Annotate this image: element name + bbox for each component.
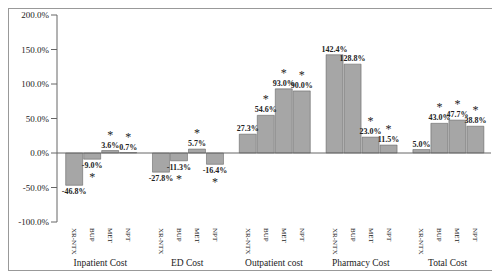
svg-text:Total Cost: Total Cost xyxy=(428,258,468,268)
svg-text:NPT: NPT xyxy=(298,228,306,242)
svg-text:0.0%: 0.0% xyxy=(30,148,49,158)
svg-text:XR-NTX: XR-NTX xyxy=(157,228,165,254)
svg-text:*: * xyxy=(194,126,200,140)
svg-text:-11.3%: -11.3% xyxy=(167,163,191,172)
svg-text:-27.8%: -27.8% xyxy=(149,174,174,183)
svg-text:54.6%: 54.6% xyxy=(255,105,277,114)
svg-text:3.6%: 3.6% xyxy=(101,141,119,150)
svg-text:43.0%: 43.0% xyxy=(428,113,451,123)
svg-text:MET: MET xyxy=(280,228,288,244)
svg-text:*: * xyxy=(299,68,305,82)
svg-text:*: * xyxy=(472,103,478,117)
svg-text:NPT: NPT xyxy=(124,228,132,242)
svg-text:*: * xyxy=(436,100,442,114)
svg-text:128.8%: 128.8% xyxy=(340,54,366,63)
svg-text:11.5%: 11.5% xyxy=(378,135,400,144)
svg-text:NPT: NPT xyxy=(211,228,219,242)
svg-text:Outpatient cost: Outpatient cost xyxy=(245,258,303,268)
svg-text:MET: MET xyxy=(367,228,375,244)
svg-text:5.7%: 5.7% xyxy=(188,139,206,148)
svg-text:Pharmacy Cost: Pharmacy Cost xyxy=(332,258,390,268)
svg-text:*: * xyxy=(89,170,95,184)
svg-text:NPT: NPT xyxy=(471,228,479,242)
svg-text:150.0%: 150.0% xyxy=(21,45,49,55)
svg-text:38.8%: 38.8% xyxy=(464,116,486,125)
svg-text:47.7%: 47.7% xyxy=(446,110,469,120)
svg-text:XR-NTX: XR-NTX xyxy=(417,228,425,254)
svg-text:BUP: BUP xyxy=(262,228,270,242)
svg-text:-46.8%: -46.8% xyxy=(62,187,87,196)
svg-text:BUP: BUP xyxy=(435,228,443,242)
svg-text:XR-NTX: XR-NTX xyxy=(244,228,252,254)
svg-text:200.0%: 200.0% xyxy=(21,10,49,20)
svg-text:50.0%: 50.0% xyxy=(26,114,50,124)
svg-text:NPT: NPT xyxy=(385,228,393,242)
svg-text:Inpatient Cost: Inpatient Cost xyxy=(74,258,128,268)
svg-text:100.0%: 100.0% xyxy=(21,79,49,89)
svg-text:23.0%: 23.0% xyxy=(359,127,382,137)
svg-text:93.0%: 93.0% xyxy=(272,78,295,88)
svg-text:*: * xyxy=(125,130,131,144)
svg-text:-100.0%: -100.0% xyxy=(18,217,49,227)
svg-text:-50.0%: -50.0% xyxy=(23,183,50,193)
svg-text:5.0%: 5.0% xyxy=(412,140,430,149)
svg-text:MET: MET xyxy=(106,228,114,244)
svg-text:BUP: BUP xyxy=(88,228,96,242)
svg-text:*: * xyxy=(368,114,374,128)
svg-text:MET: MET xyxy=(193,228,201,244)
svg-text:-16.4%: -16.4% xyxy=(203,166,228,175)
svg-text:ED Cost: ED Cost xyxy=(171,258,204,268)
svg-text:0.7%: 0.7% xyxy=(119,143,137,152)
svg-text:*: * xyxy=(107,128,113,142)
svg-text:*: * xyxy=(263,92,269,106)
svg-text:*: * xyxy=(454,97,460,111)
svg-text:*: * xyxy=(281,66,287,80)
svg-text:*: * xyxy=(386,122,392,136)
svg-text:MET: MET xyxy=(453,228,461,244)
svg-text:-9.0%: -9.0% xyxy=(82,161,103,170)
svg-text:*: * xyxy=(212,175,218,189)
svg-text:142.4%: 142.4% xyxy=(322,45,348,54)
svg-text:BUP: BUP xyxy=(175,228,183,242)
svg-text:XR-NTX: XR-NTX xyxy=(331,228,339,254)
svg-text:27.3%: 27.3% xyxy=(237,124,259,133)
svg-text:BUP: BUP xyxy=(349,228,357,242)
svg-text:XR-NTX: XR-NTX xyxy=(70,228,78,254)
svg-text:90.0%: 90.0% xyxy=(291,81,313,90)
svg-text:*: * xyxy=(176,172,182,186)
